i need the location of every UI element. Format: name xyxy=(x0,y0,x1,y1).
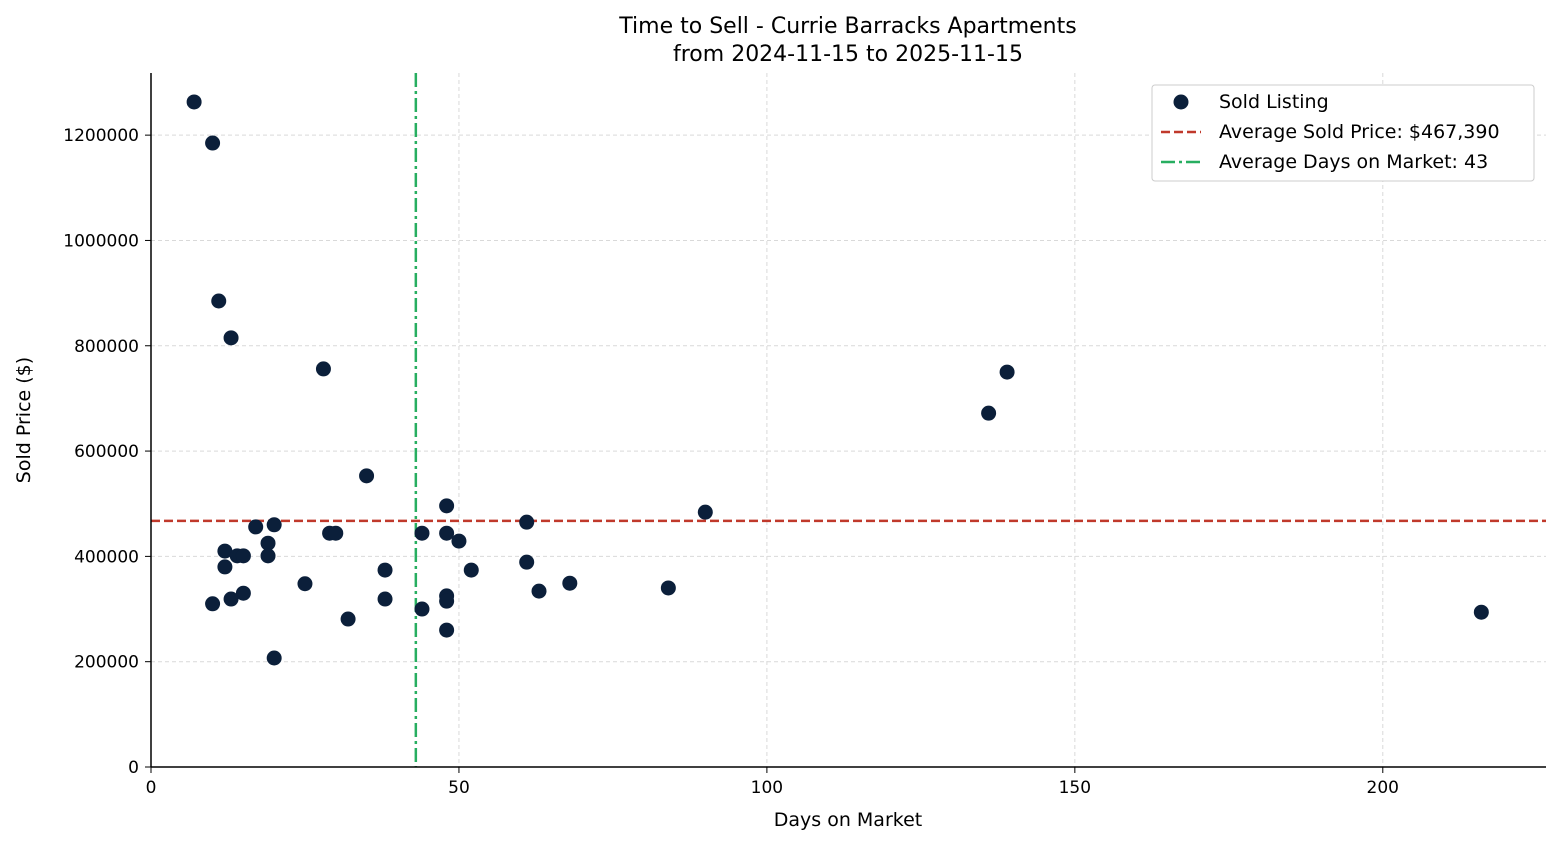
data-point xyxy=(377,562,393,578)
data-point xyxy=(377,591,393,607)
data-point xyxy=(414,601,430,617)
legend-label-avg-days: Average Days on Market: 43 xyxy=(1219,151,1488,173)
legend-label-avg-price: Average Sold Price: $467,390 xyxy=(1219,121,1500,143)
data-point xyxy=(519,554,535,570)
data-point xyxy=(205,135,221,151)
y-axis-label: Sold Price ($) xyxy=(13,357,35,483)
y-tick-label: 600000 xyxy=(74,442,139,462)
data-point xyxy=(235,548,251,564)
chart-title: Time to Sell - Currie Barracks Apartment… xyxy=(618,14,1076,39)
axes: 0 50 100 150 200 0 200000 400000 600000 800000 100… xyxy=(63,73,1546,798)
legend-marker-sold xyxy=(1173,94,1189,110)
y-tick-label: 0 xyxy=(128,758,139,778)
y-tick-label: 1200000 xyxy=(63,126,139,146)
chart-subtitle: from 2024-11-15 to 2025-11-15 xyxy=(673,42,1023,67)
data-point xyxy=(981,405,997,421)
y-tick-label: 400000 xyxy=(74,547,139,567)
data-point xyxy=(260,535,276,551)
data-point xyxy=(439,525,455,541)
data-point xyxy=(248,519,264,535)
data-point xyxy=(315,361,331,377)
data-point xyxy=(266,517,282,533)
x-tick-label: 0 xyxy=(146,778,157,798)
data-point xyxy=(463,562,479,578)
y-tick-label: 1000000 xyxy=(63,231,139,251)
data-point xyxy=(359,468,375,484)
data-point xyxy=(217,559,233,575)
y-tick-label: 200000 xyxy=(74,653,139,673)
data-point xyxy=(439,498,455,514)
data-point xyxy=(562,575,578,591)
data-point xyxy=(235,585,251,601)
data-point xyxy=(223,330,239,346)
data-point xyxy=(328,525,344,541)
data-point xyxy=(211,293,227,309)
x-tick-label: 100 xyxy=(751,778,783,798)
data-point xyxy=(697,504,713,520)
data-point xyxy=(439,622,455,638)
data-point xyxy=(531,583,547,599)
data-point xyxy=(439,593,455,609)
data-point xyxy=(414,525,430,541)
legend-box xyxy=(1151,84,1535,182)
x-tick-label: 50 xyxy=(448,778,470,798)
data-point xyxy=(660,580,676,596)
data-point xyxy=(999,364,1015,380)
data-point xyxy=(1473,604,1489,620)
x-tick-label: 150 xyxy=(1059,778,1091,798)
data-point xyxy=(451,533,467,549)
reference-lines xyxy=(151,73,1546,767)
points xyxy=(186,94,1489,666)
legend: Sold Listing Average Sold Price: $467,39… xyxy=(1151,84,1535,182)
data-point xyxy=(223,591,239,607)
y-tick-label: 800000 xyxy=(74,337,139,357)
data-point xyxy=(260,548,276,564)
data-point xyxy=(205,596,221,612)
data-point xyxy=(266,650,282,666)
x-tick-label: 200 xyxy=(1367,778,1399,798)
data-point xyxy=(340,611,356,627)
data-point xyxy=(186,94,202,110)
legend-label-sold: Sold Listing xyxy=(1219,91,1329,113)
x-axis-label: Days on Market xyxy=(774,809,922,831)
data-point xyxy=(519,514,535,530)
data-point xyxy=(217,543,233,559)
data-point xyxy=(297,576,313,592)
